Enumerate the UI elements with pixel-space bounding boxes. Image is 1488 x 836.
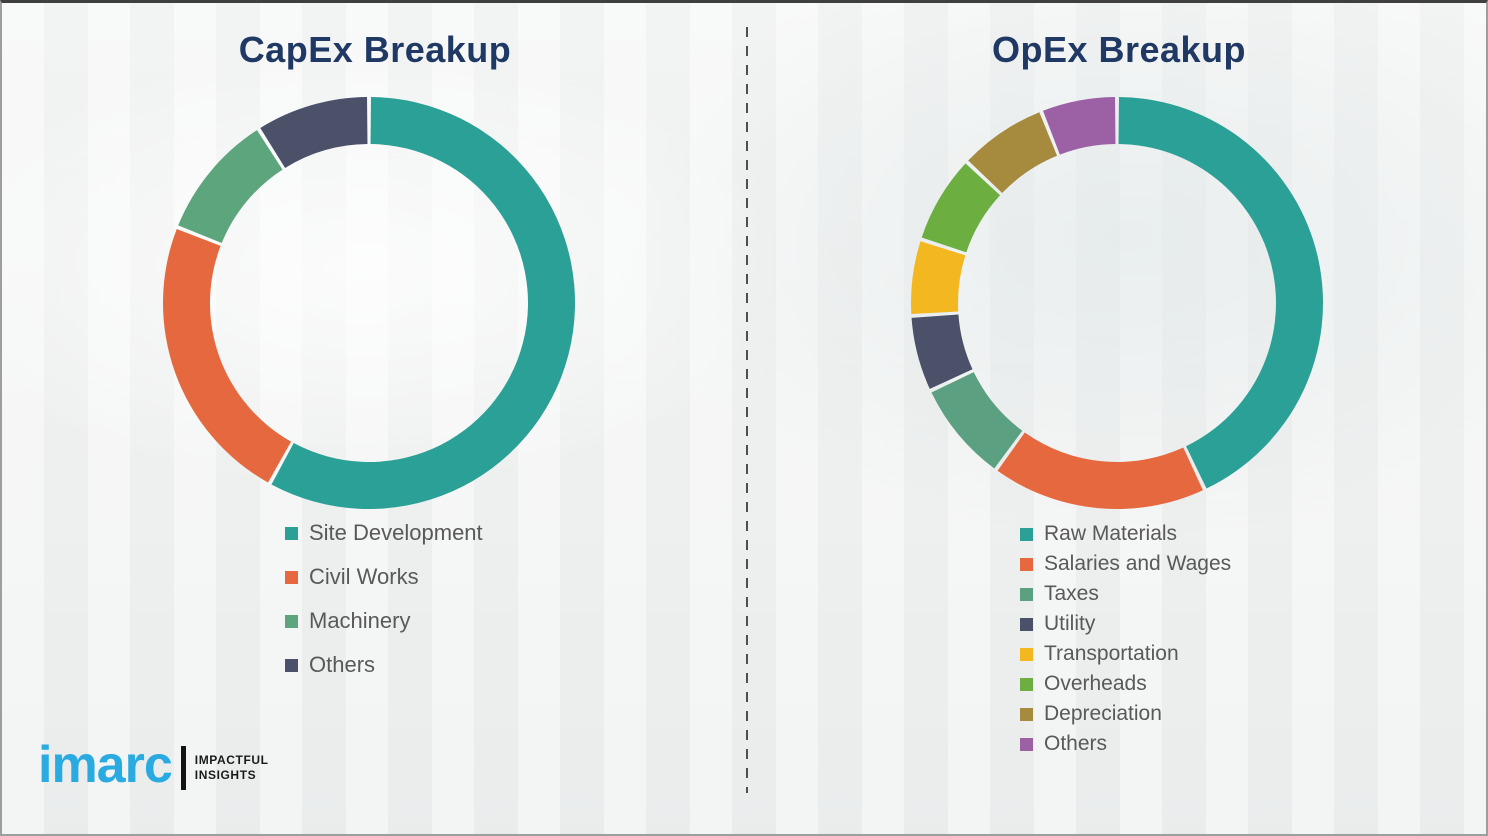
logo-tagline-line1: IMPACTFUL — [194, 753, 269, 767]
legend-item: Overheads — [1020, 669, 1231, 699]
legend-label: Raw Materials — [1044, 522, 1178, 545]
donut-slice — [271, 97, 575, 509]
legend-label: Utility — [1044, 612, 1096, 635]
legend-item: Civil Works — [285, 555, 483, 599]
legend-label: Others — [309, 652, 376, 677]
legend-marker — [285, 526, 298, 540]
logo-divider-bar — [180, 746, 186, 790]
donut-slice — [260, 97, 368, 168]
legend-marker — [285, 614, 298, 628]
legend-item: Others — [285, 643, 483, 687]
legend-label: Civil Works — [309, 564, 419, 589]
donut-slice — [163, 229, 292, 483]
legend-item: Taxes — [1020, 579, 1231, 609]
donut-slice — [178, 130, 283, 244]
legend-marker — [1020, 587, 1033, 601]
donut-slice — [921, 163, 1001, 253]
legend-item: Utility — [1020, 609, 1231, 639]
donut-slice — [997, 432, 1203, 509]
legend-label: Others — [1044, 732, 1108, 755]
legend-item: Raw Materials — [1020, 519, 1231, 549]
opex-donut-chart — [911, 97, 1323, 509]
legend-label: Machinery — [309, 608, 411, 633]
donut-slice — [1118, 97, 1323, 489]
imarc-logo: imarc IMPACTFUL INSIGHTS — [38, 739, 269, 791]
donut-slice — [911, 241, 966, 314]
capex-chart-title: CapEx Breakup — [238, 29, 512, 70]
opex-chart-title: OpEx Breakup — [991, 29, 1247, 70]
legend-item: Others — [1020, 729, 1231, 759]
imarc-logo-wordmark: imarc — [38, 736, 173, 794]
legend-item: Transportation — [1020, 639, 1231, 669]
logo-tagline-line2: INSIGHTS — [194, 768, 257, 782]
legend-marker — [1020, 647, 1033, 661]
legend-label: Site Development — [309, 520, 483, 545]
legend-marker — [285, 570, 298, 584]
opex-legend: Raw Materials Salaries and Wages Taxes Util… — [1020, 519, 1231, 759]
legend-item: Site Development — [285, 511, 483, 555]
logo-tagline: IMPACTFUL INSIGHTS — [195, 753, 269, 783]
donut-slice — [931, 372, 1023, 469]
legend-item: Salaries and Wages — [1020, 549, 1231, 579]
legend-marker — [1020, 737, 1033, 751]
legend-item: Depreciation — [1020, 699, 1231, 729]
legend-marker — [1020, 677, 1033, 691]
legend-label: Taxes — [1044, 582, 1099, 605]
legend-marker — [1020, 707, 1033, 721]
capex-donut-chart — [163, 97, 575, 509]
legend-label: Overheads — [1044, 672, 1147, 695]
legend-marker — [1020, 617, 1033, 631]
legend-label: Transportation — [1044, 642, 1179, 665]
legend-label: Salaries and Wages — [1044, 552, 1232, 575]
legend-marker — [285, 658, 298, 672]
capex-legend: Site Development Civil Works Machinery Othe… — [285, 511, 483, 687]
legend-item: Machinery — [285, 599, 483, 643]
dashed-divider — [746, 27, 748, 793]
legend-marker — [1020, 527, 1033, 541]
donut-slice — [911, 314, 973, 389]
legend-marker — [1020, 557, 1033, 571]
legend-label: Depreciation — [1044, 702, 1162, 725]
donut-slice — [968, 112, 1058, 194]
donut-slice — [1043, 97, 1116, 155]
